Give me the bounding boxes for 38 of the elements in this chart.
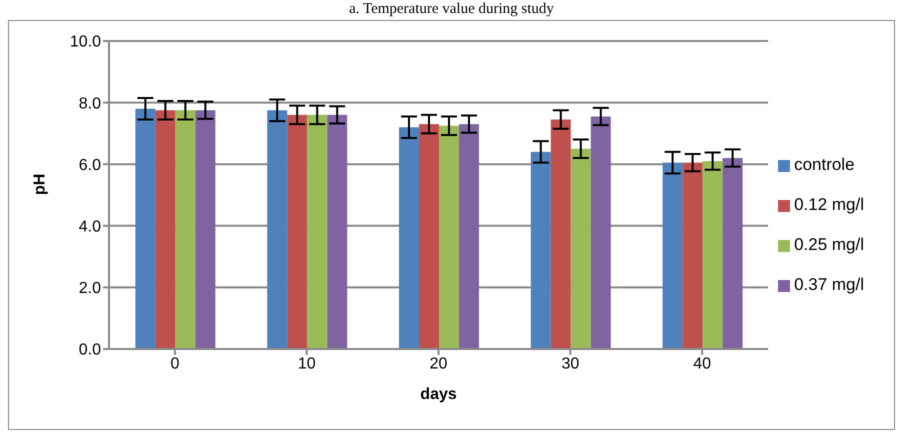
x-tick-label: 40 bbox=[693, 355, 712, 372]
bar bbox=[438, 126, 459, 349]
bar bbox=[702, 161, 723, 349]
bar bbox=[327, 114, 348, 349]
bar bbox=[530, 152, 551, 349]
bar bbox=[175, 110, 196, 349]
x-tick-label: 30 bbox=[561, 355, 580, 372]
x-axis-title: days bbox=[420, 386, 457, 403]
bar bbox=[458, 124, 479, 349]
y-tick-label: 2.0 bbox=[78, 280, 102, 298]
bar bbox=[155, 110, 176, 349]
x-tick-label: 10 bbox=[298, 355, 316, 372]
bar bbox=[550, 120, 571, 349]
bar bbox=[682, 162, 703, 349]
y-tick-label: 8.0 bbox=[78, 95, 102, 112]
bar bbox=[267, 110, 288, 349]
bar bbox=[418, 124, 439, 349]
bar bbox=[590, 116, 611, 349]
y-tick-label: 10.0 bbox=[70, 34, 102, 51]
y-tick-label: 0.0 bbox=[78, 342, 102, 359]
chart-title: a. Temperature value during study bbox=[348, 0, 555, 18]
legend-label: 0.12 mg/l bbox=[794, 195, 864, 214]
bar bbox=[307, 114, 328, 349]
bar bbox=[570, 148, 591, 349]
bar bbox=[287, 114, 308, 349]
bar bbox=[722, 158, 743, 349]
bar bbox=[195, 110, 216, 349]
legend-label: controle bbox=[794, 155, 855, 174]
y-axis-title: pH bbox=[32, 174, 49, 195]
bar bbox=[662, 162, 683, 349]
bar bbox=[398, 127, 419, 349]
x-tick-label: 0 bbox=[170, 355, 180, 372]
x-tick-label: 20 bbox=[430, 355, 448, 372]
y-tick-label: 4.0 bbox=[78, 218, 102, 236]
y-tick-label: 6.0 bbox=[78, 156, 102, 174]
bar bbox=[135, 108, 156, 349]
legend-label: 0.37 mg/l bbox=[794, 275, 864, 294]
legend-label: 0.25 mg/l bbox=[794, 235, 864, 254]
